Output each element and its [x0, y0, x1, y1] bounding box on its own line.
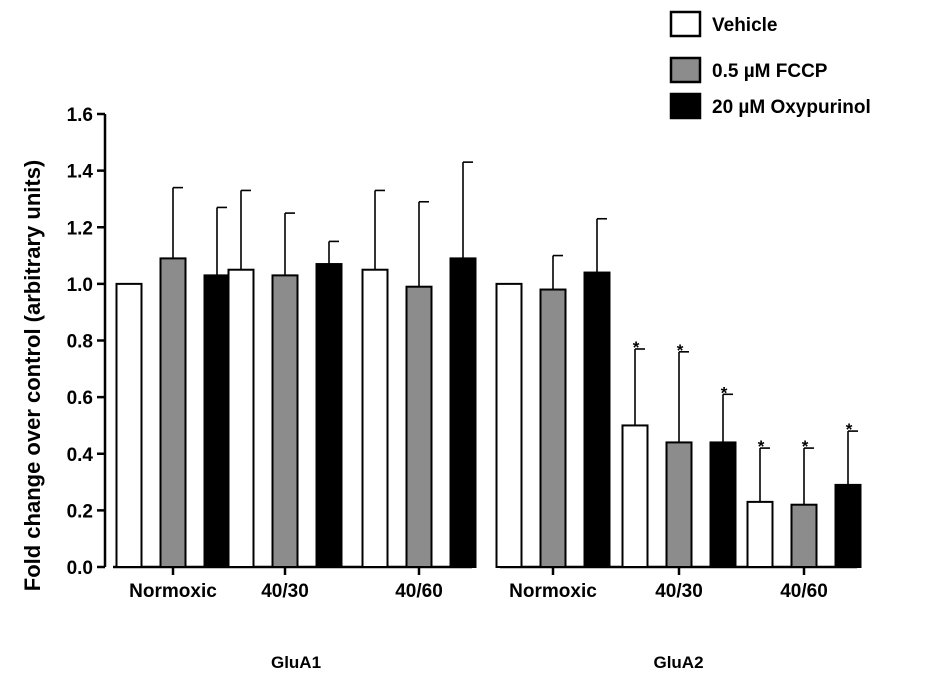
legend-label: 0.5 µM FCCP	[712, 61, 828, 82]
y-tick-label: 1.4	[67, 162, 94, 183]
y-tick-label: 0.2	[67, 501, 93, 522]
significance-star: *	[758, 437, 765, 456]
x-tick-label: 40/30	[655, 581, 703, 602]
bar-40-60-series-1	[405, 285, 433, 568]
x-tick-label: Normoxic	[509, 581, 597, 602]
bar-40-60-series-0	[746, 500, 774, 569]
significance-star: *	[721, 383, 728, 402]
legend-swatch	[669, 56, 702, 84]
bar-normoxic-series-2	[203, 274, 231, 568]
bar-40-30-series-1	[271, 274, 299, 568]
significance-star: *	[846, 420, 853, 439]
y-tick-label: 1.2	[67, 218, 93, 239]
legend-swatch	[669, 92, 702, 120]
y-tick-label: 1.0	[67, 275, 93, 296]
y-axis-title: Fold change over control (arbitrary unit…	[20, 160, 45, 592]
bar-normoxic-series-1	[159, 257, 187, 568]
legend: Vehicle 0.5 µM FCCP 20 µM Oxypurinol	[669, 10, 871, 120]
x-tick-label: 40/60	[395, 581, 443, 602]
panel-glua2: Normoxic 40/30 * * * 40/60 * * * GluA2	[495, 217, 862, 672]
significance-star: *	[633, 338, 640, 357]
x-tick-label: 40/60	[780, 581, 828, 602]
bar-normoxic-series-0	[115, 282, 143, 568]
significance-star: *	[677, 341, 684, 360]
bar-40-60-series-0	[361, 268, 389, 568]
y-axis: 0.0 0.2 0.4 0.6 0.8 1.0 1.2 1.4 1.6	[67, 105, 107, 579]
bar-40-60-series-1	[790, 503, 818, 568]
y-tick-label: 0.4	[67, 445, 94, 466]
bar-40-60-series-2	[834, 483, 862, 568]
y-axis-title-group: Fold change over control (arbitrary unit…	[20, 160, 45, 592]
bar-40-30-series-1	[665, 441, 693, 568]
y-tick-label: 0.8	[67, 332, 93, 353]
y-tick-label: 1.6	[67, 105, 93, 126]
x-tick-label: 40/30	[261, 581, 309, 602]
bar-40-60-series-2	[449, 257, 477, 568]
chart-panels: Normoxic 40/30 40/60 GluA1 Normoxic 40/30 * * * 4…	[113, 161, 862, 672]
bar-normoxic-series-0	[495, 282, 523, 568]
bar-normoxic-series-2	[583, 271, 611, 568]
bar-40-30-series-0	[227, 268, 255, 568]
panel-glua1: Normoxic 40/30 40/60 GluA1	[113, 161, 477, 672]
bar-40-30-series-2	[709, 441, 737, 568]
group-label: GluA1	[271, 653, 321, 672]
group-label: GluA2	[653, 653, 703, 672]
legend-swatch	[669, 10, 702, 38]
legend-label: Vehicle	[712, 15, 778, 36]
bar-normoxic-series-1	[539, 288, 567, 568]
y-tick-label: 0.6	[67, 388, 93, 409]
significance-star: *	[802, 437, 809, 456]
bar-40-30-series-0	[621, 424, 649, 568]
x-tick-label: Normoxic	[129, 581, 217, 602]
y-tick-label: 0.0	[67, 558, 93, 579]
bar-40-30-series-2	[315, 263, 343, 568]
legend-label: 20 µM Oxypurinol	[712, 97, 871, 118]
